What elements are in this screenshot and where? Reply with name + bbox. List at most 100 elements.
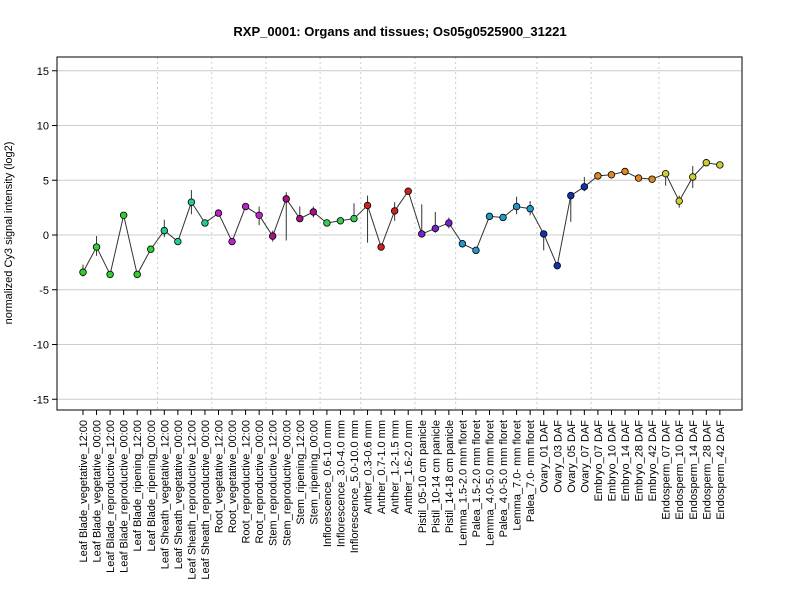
data-point [174, 237, 182, 246]
x-tick-label: Stem_ripening_00:00 [308, 420, 320, 525]
x-tick-label: Root_reproductive_00:00 [254, 420, 266, 544]
x-tick-label: Leaf Blade_reproductive_00:00 [119, 420, 131, 573]
y-tick-label: -10 [33, 340, 49, 352]
x-tick-label: Pistil_14-18 cm panicle [444, 420, 456, 533]
series-polyline [82, 162, 720, 276]
y-tick-label: 10 [37, 121, 49, 133]
data-point [363, 201, 372, 210]
data-point [282, 195, 290, 203]
x-tick-label: Inflorescence_3.0-4.0 mm [335, 420, 347, 547]
data-point [702, 159, 710, 167]
data-points [79, 159, 724, 279]
x-tick-label: Embryo_07 DAF [593, 420, 605, 502]
x-tick-label: Leaf Sheath_reproductive_00:00 [200, 420, 212, 580]
x-tick-label: Leaf Blade_vegetative_00:00 [92, 420, 104, 563]
x-tick-label: Inflorescence_5.0-10.0 mm [349, 420, 361, 553]
x-tick-label: Leaf Blade_vegetative_12:00 [78, 420, 90, 563]
y-axis: -15 -10 -5 0 5 10 15 [33, 66, 57, 406]
data-point [92, 243, 101, 251]
x-tick-label: Endosperm_28 DAF [701, 420, 713, 520]
data-point [472, 246, 480, 255]
series-line [82, 162, 720, 276]
data-point [390, 207, 399, 215]
chart-title: RXP_0001: Organs and tissues; Os05g05259… [233, 24, 566, 39]
data-point [418, 230, 426, 238]
data-point [377, 243, 385, 251]
data-point [634, 174, 643, 182]
x-tick-label: Leaf Sheath_vegetative_00:00 [173, 420, 185, 569]
data-point [323, 219, 331, 227]
data-point [567, 191, 575, 200]
data-point [296, 214, 304, 223]
x-tick-label: Endosperm_14 DAF [688, 420, 700, 520]
data-point [526, 205, 534, 213]
data-point [309, 208, 318, 216]
x-tick-label: Leaf Blade_reproductive_12:00 [105, 420, 117, 573]
data-point [661, 169, 670, 178]
data-point [445, 219, 453, 227]
x-tick-label: Anther_1.6-2.0 mm [403, 420, 415, 514]
data-point [689, 173, 697, 181]
data-point [404, 187, 412, 195]
x-tick-label: Embryo_42 DAF [647, 420, 659, 502]
x-tick-label: Pistil_05-10 cm panicle [417, 420, 429, 533]
data-point [228, 237, 236, 246]
x-tick-label: Embryo_10 DAF [606, 420, 618, 502]
y-tick-label: 0 [43, 230, 49, 242]
data-point [255, 211, 263, 219]
x-tick-label: Inflorescence_0.6-1.0 mm [322, 420, 334, 547]
data-point [553, 261, 561, 270]
x-tick-label: Endosperm_42 DAF [715, 420, 727, 520]
y-tick-label: 5 [43, 175, 49, 187]
x-tick-label: Leaf Sheath_reproductive_12:00 [186, 420, 198, 580]
data-point [119, 211, 128, 219]
data-point [648, 175, 656, 183]
x-tick-label: Stem_reproductive_00:00 [281, 420, 293, 546]
x-tick-label: Embryo_28 DAF [634, 420, 646, 502]
data-point [621, 167, 629, 176]
data-point [133, 270, 141, 279]
data-point [675, 197, 683, 205]
x-tick-label: Ovary_01 DAF [539, 420, 551, 493]
x-tick-label: Pistil_10-14 cm panicle [430, 420, 442, 533]
data-point [607, 171, 616, 179]
data-point [269, 232, 277, 240]
data-point [580, 183, 589, 191]
data-point [79, 268, 87, 276]
y-tick-label: 15 [37, 66, 49, 78]
data-point [336, 217, 345, 225]
x-tick-label: Anther_0.7-1.0 mm [376, 420, 388, 514]
x-tick-label: Palea_7.0- mm floret [525, 420, 537, 522]
data-point [350, 214, 358, 223]
x-tick-label: Lemma_7.0- mm floret [512, 420, 524, 531]
x-tick-label: Ovary_05 DAF [566, 420, 578, 493]
data-point [160, 226, 168, 235]
data-point [147, 245, 155, 253]
x-tick-label: Anther_0.3-0.6 mm [363, 420, 375, 514]
x-tick-label: Root_vegetative_12:00 [214, 420, 226, 533]
data-point [201, 219, 209, 227]
x-tick-label: Stem_reproductive_12:00 [268, 420, 280, 546]
x-axis: Leaf Blade_vegetative_12:00 Leaf Blade_ve… [78, 410, 727, 580]
x-tick-label: Root_vegetative_00:00 [227, 420, 239, 533]
y-axis-label: normalized Cy3 signal intensity (log2) [3, 142, 15, 325]
data-point [499, 213, 507, 222]
x-tick-label: Endosperm_07 DAF [661, 420, 673, 520]
data-point [214, 209, 223, 217]
x-tick-label: Anther_1.2-1.5 mm [390, 420, 402, 514]
x-tick-label: Leaf Blade_ripening_00:00 [146, 420, 158, 552]
data-point [458, 240, 467, 248]
data-point [512, 202, 521, 211]
data-point [241, 202, 250, 211]
x-tick-label: Root_reproductive_12:00 [241, 420, 253, 544]
y-tick-label: -5 [39, 285, 49, 297]
x-tick-label: Lemma_1.5-2.0 mm floret [457, 420, 469, 546]
x-tick-label: Palea_4.0-5.0 mm floret [498, 420, 510, 537]
x-tick-label: Embryo_14 DAF [620, 420, 632, 502]
plot-frame [56, 56, 743, 411]
data-point [540, 230, 548, 238]
data-point [106, 270, 114, 279]
grid-lines [57, 57, 742, 410]
x-tick-label: Ovary_07 DAF [579, 420, 591, 493]
